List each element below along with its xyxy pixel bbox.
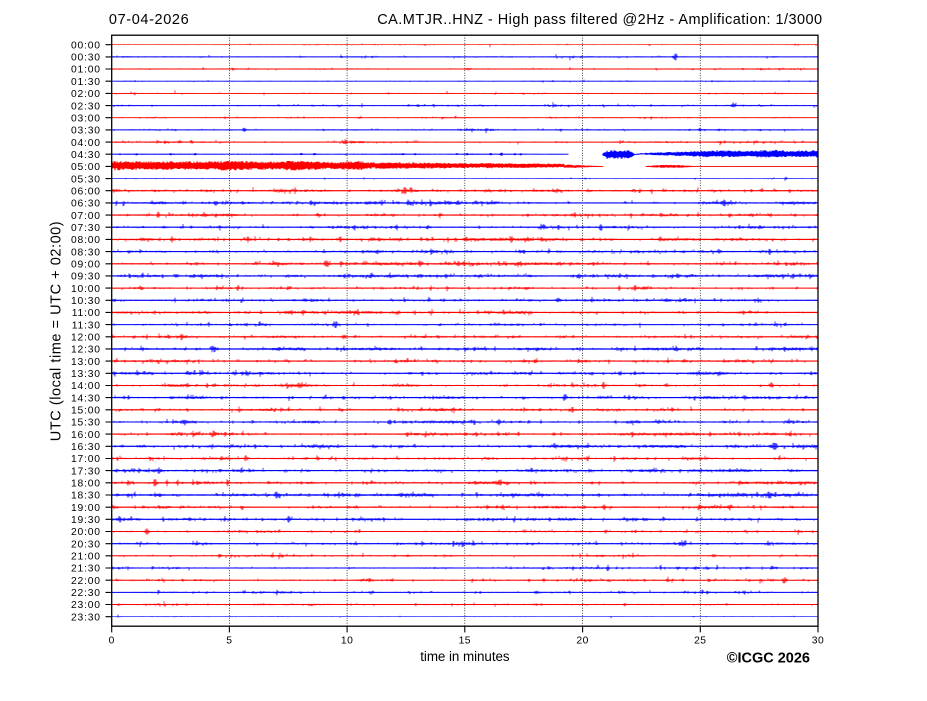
svg-text:02:30: 02:30 — [71, 101, 101, 112]
svg-text:UTC (local time = UTC + 02:00): UTC (local time = UTC + 02:00) — [49, 221, 65, 441]
svg-text:07:00: 07:00 — [71, 211, 101, 222]
svg-text:time in minutes: time in minutes — [420, 649, 510, 664]
svg-text:5: 5 — [226, 635, 232, 646]
svg-text:19:30: 19:30 — [71, 515, 101, 526]
svg-text:08:00: 08:00 — [71, 235, 101, 246]
svg-text:10:30: 10:30 — [71, 296, 101, 307]
svg-text:22:30: 22:30 — [71, 588, 101, 599]
svg-text:22:00: 22:00 — [71, 576, 101, 587]
svg-text:05:00: 05:00 — [71, 162, 101, 173]
svg-text:19:00: 19:00 — [71, 503, 101, 514]
svg-text:20: 20 — [576, 635, 588, 646]
svg-text:01:30: 01:30 — [71, 77, 101, 88]
svg-text:13:30: 13:30 — [71, 369, 101, 380]
svg-text:©ICGC 2026: ©ICGC 2026 — [727, 651, 810, 667]
svg-text:17:00: 17:00 — [71, 454, 101, 465]
svg-text:16:00: 16:00 — [71, 430, 101, 441]
svg-text:12:30: 12:30 — [71, 345, 101, 356]
svg-text:11:00: 11:00 — [72, 308, 101, 319]
svg-text:09:30: 09:30 — [71, 272, 101, 283]
svg-text:06:00: 06:00 — [71, 186, 101, 197]
svg-text:21:30: 21:30 — [71, 564, 101, 575]
svg-text:13:00: 13:00 — [71, 357, 101, 368]
svg-text:23:00: 23:00 — [71, 600, 101, 611]
svg-text:23:30: 23:30 — [71, 612, 101, 623]
svg-text:10:00: 10:00 — [71, 284, 101, 295]
svg-text:18:00: 18:00 — [71, 479, 101, 490]
svg-text:14:30: 14:30 — [71, 393, 101, 404]
svg-text:0: 0 — [109, 635, 115, 646]
svg-text:14:00: 14:00 — [71, 381, 101, 392]
svg-text:25: 25 — [694, 635, 706, 646]
svg-text:03:00: 03:00 — [71, 113, 101, 124]
svg-text:10: 10 — [341, 635, 353, 646]
svg-text:02:00: 02:00 — [71, 89, 101, 100]
svg-text:07-04-2026: 07-04-2026 — [109, 12, 189, 28]
svg-text:05:30: 05:30 — [71, 174, 101, 185]
svg-text:30: 30 — [812, 635, 824, 646]
svg-text:21:00: 21:00 — [71, 552, 101, 563]
svg-text:09:00: 09:00 — [71, 260, 101, 271]
svg-text:07:30: 07:30 — [71, 223, 101, 234]
svg-text:03:30: 03:30 — [71, 126, 101, 137]
svg-text:15:30: 15:30 — [71, 418, 101, 429]
svg-text:20:00: 20:00 — [71, 527, 101, 538]
svg-text:12:00: 12:00 — [71, 333, 101, 344]
svg-text:18:30: 18:30 — [71, 491, 101, 502]
svg-text:11:30: 11:30 — [72, 320, 101, 331]
svg-text:CA.MTJR..HNZ - High pass filte: CA.MTJR..HNZ - High pass filtered @2Hz -… — [377, 12, 822, 28]
svg-text:15: 15 — [459, 635, 471, 646]
svg-text:00:00: 00:00 — [71, 40, 101, 51]
svg-text:06:30: 06:30 — [71, 199, 101, 210]
svg-text:00:30: 00:30 — [71, 53, 101, 64]
svg-text:01:00: 01:00 — [71, 65, 101, 76]
svg-text:20:30: 20:30 — [71, 539, 101, 550]
svg-text:17:30: 17:30 — [71, 466, 101, 477]
svg-text:16:30: 16:30 — [71, 442, 101, 453]
svg-text:04:00: 04:00 — [71, 138, 101, 149]
svg-text:04:30: 04:30 — [71, 150, 101, 161]
svg-text:15:00: 15:00 — [71, 406, 101, 417]
svg-text:08:30: 08:30 — [71, 247, 101, 258]
